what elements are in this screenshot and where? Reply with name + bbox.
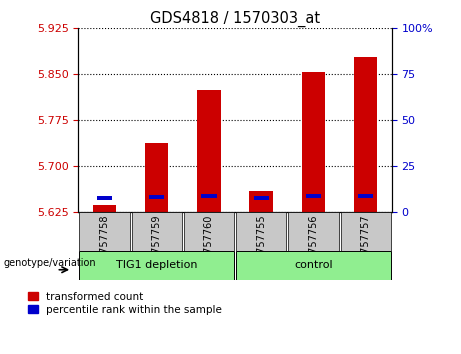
Bar <box>236 212 286 251</box>
Text: GSM757758: GSM757758 <box>100 215 110 274</box>
Bar <box>358 194 373 198</box>
Bar <box>254 196 269 200</box>
Legend: transformed count, percentile rank within the sample: transformed count, percentile rank withi… <box>28 292 222 315</box>
Bar <box>289 212 338 251</box>
Bar <box>97 196 112 200</box>
Text: GSM757757: GSM757757 <box>361 215 371 274</box>
Bar <box>93 205 116 212</box>
Bar <box>197 90 221 212</box>
Bar <box>341 212 391 251</box>
Bar <box>149 195 165 199</box>
Bar <box>132 212 182 251</box>
Bar <box>301 73 325 212</box>
Bar <box>184 212 234 251</box>
Text: GSM757756: GSM757756 <box>308 215 319 274</box>
Bar <box>145 143 169 212</box>
Bar <box>249 191 273 212</box>
Text: GSM757759: GSM757759 <box>152 215 162 274</box>
Bar <box>306 194 321 198</box>
Text: GSM757755: GSM757755 <box>256 215 266 274</box>
Title: GDS4818 / 1570303_at: GDS4818 / 1570303_at <box>150 11 320 27</box>
Bar <box>236 251 391 280</box>
Bar <box>201 194 217 198</box>
Text: genotype/variation: genotype/variation <box>4 258 96 268</box>
Bar <box>354 57 378 212</box>
Bar <box>79 212 130 251</box>
Text: TIG1 depletion: TIG1 depletion <box>116 261 197 270</box>
Bar <box>79 251 234 280</box>
Text: control: control <box>294 261 333 270</box>
Text: GSM757760: GSM757760 <box>204 215 214 274</box>
